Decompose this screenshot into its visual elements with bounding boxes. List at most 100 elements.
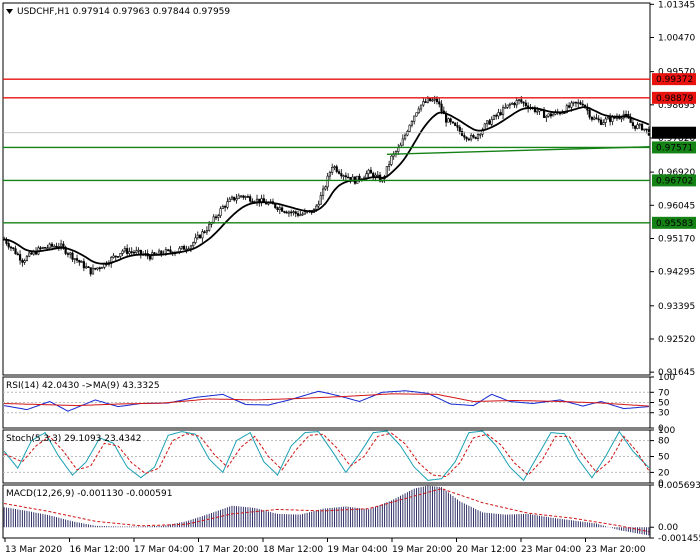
candle-body: [492, 115, 496, 120]
candle-body: [397, 147, 400, 152]
rsi-tick-label: 70: [658, 388, 670, 398]
pane-frame-0: [2, 2, 651, 376]
candle-body: [570, 102, 573, 108]
rsi-tick-label: 30: [658, 409, 670, 419]
candle-body: [59, 243, 63, 247]
candle-body: [96, 267, 99, 270]
candle-body: [48, 243, 51, 249]
support-level-tag: [652, 216, 696, 229]
candle-body: [344, 175, 347, 178]
price-tick-label: 0.98695: [658, 101, 695, 111]
stoch-tick-label: 80: [658, 437, 670, 447]
candle-body: [369, 169, 373, 174]
candle-body: [23, 260, 26, 263]
support-level-label: 0.96702: [656, 176, 693, 186]
candle-body: [64, 246, 67, 254]
candle-body: [178, 247, 181, 252]
candle-body: [445, 113, 448, 123]
candle-body: [201, 231, 204, 239]
candle-body: [335, 166, 338, 172]
candle-body: [50, 243, 54, 247]
candle-body: [119, 253, 122, 257]
candle-body: [552, 113, 555, 117]
candle-body: [483, 123, 486, 130]
candle-body: [16, 253, 19, 256]
chart-header-ohlc: USDCHF,H1 0.97914 0.97963 0.97844 0.9795…: [17, 7, 230, 17]
candle-body: [504, 107, 507, 109]
time-tick-label: 19 Mar 04:00: [328, 545, 388, 555]
candle-body: [609, 117, 612, 122]
candle-body: [194, 237, 197, 243]
candle-body: [365, 173, 368, 179]
price-tick-label: 0.93395: [658, 302, 695, 312]
candle-body: [128, 251, 131, 254]
candle-body: [588, 109, 591, 118]
support-trendline: [386, 146, 651, 156]
candle-body: [497, 112, 500, 117]
candle-body: [296, 213, 300, 216]
candle-body: [499, 112, 502, 115]
candle-body: [624, 113, 628, 116]
candle-body: [385, 166, 388, 177]
candle-body: [321, 188, 325, 196]
candle-body: [440, 103, 443, 112]
candle-body: [470, 135, 473, 140]
candle-body: [189, 245, 193, 250]
candle-body: [467, 138, 470, 141]
candle-body: [80, 261, 83, 263]
candle-body: [479, 133, 482, 136]
candle-body: [198, 234, 202, 239]
candle-body: [438, 101, 441, 105]
candle-body: [324, 186, 327, 190]
candle-body: [645, 128, 648, 131]
current-price-label: 0.97959: [656, 129, 693, 139]
candle-body: [139, 249, 142, 255]
candle-body: [301, 213, 304, 216]
candle-body: [226, 201, 229, 208]
time-tick-label: 19 Mar 20:00: [392, 545, 452, 555]
price-tick-label: 1.01345: [658, 0, 695, 10]
candle-body: [634, 125, 637, 129]
candle-body: [183, 245, 186, 250]
candle-body: [474, 136, 477, 139]
candle-body: [94, 267, 97, 270]
candle-body: [91, 267, 95, 275]
time-tick-label: 13 Mar 2020: [5, 545, 62, 555]
candle-body: [196, 234, 199, 239]
candle-body: [549, 113, 552, 117]
candle-body: [205, 230, 208, 233]
candle-body: [317, 203, 320, 207]
candle-body: [121, 250, 124, 254]
candle-body: [112, 255, 115, 258]
candle-body: [358, 175, 361, 180]
candle-body: [169, 249, 172, 253]
candle-body: [7, 243, 10, 248]
rsi-tick-label: 0: [658, 424, 664, 434]
candle-body: [424, 101, 427, 103]
candle-body: [28, 252, 31, 257]
candle-body: [620, 117, 623, 120]
candle-body: [415, 112, 418, 117]
candle-body: [517, 99, 521, 101]
candle-body: [501, 107, 505, 115]
candle-body: [351, 176, 354, 181]
candle-body: [283, 211, 286, 213]
candle-body: [82, 261, 85, 269]
stoch-title: Stoch(5,3,3) 29.1093 23.4342: [6, 434, 141, 444]
candle-body: [565, 105, 568, 113]
candle-body: [89, 267, 92, 275]
candle-body: [342, 175, 345, 177]
time-tick-label: 18 Mar 12:00: [263, 545, 323, 555]
candle-body: [545, 115, 548, 118]
candle-body: [367, 169, 370, 175]
candle-body: [417, 108, 420, 114]
candle-body: [251, 200, 254, 203]
candle-body: [522, 101, 525, 104]
time-tick-label: 23 Mar 04:00: [521, 545, 581, 555]
price-tick-label: 0.99570: [658, 68, 695, 78]
candle-body: [116, 256, 120, 258]
candle-body: [214, 216, 218, 219]
candle-body: [244, 196, 247, 198]
candle-body: [276, 207, 279, 211]
